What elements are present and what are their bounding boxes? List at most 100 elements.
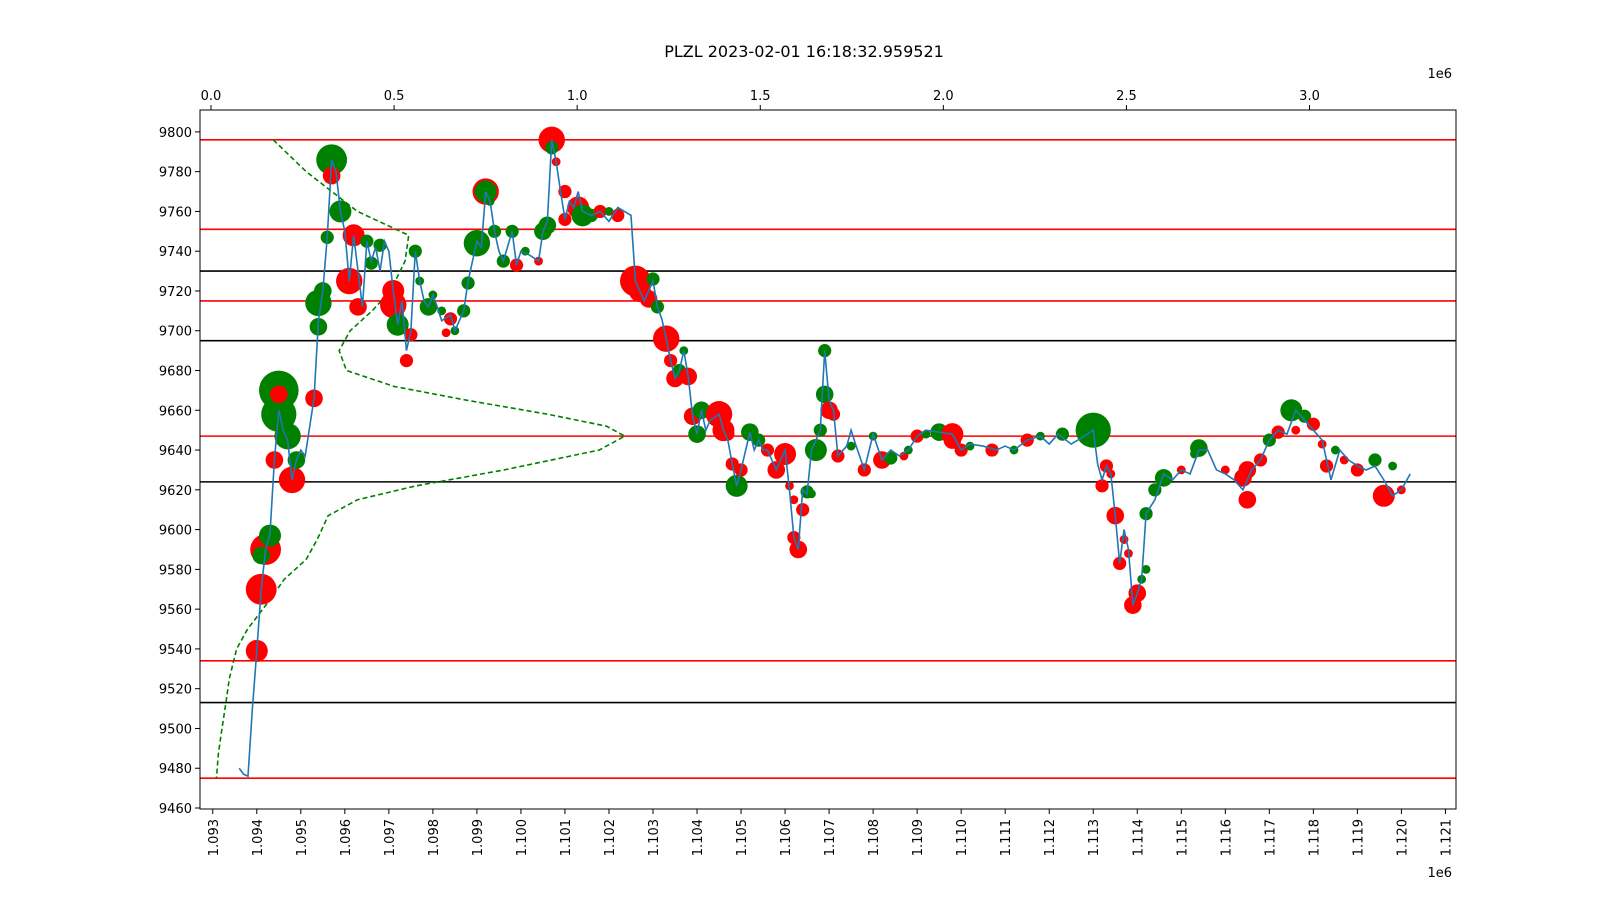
x-tick-label: 1.102	[603, 819, 618, 856]
x-tick-label: 1.093	[207, 819, 222, 856]
y-tick-label: 9700	[159, 325, 192, 340]
sell-trade-marker	[1319, 459, 1334, 473]
y-tick-label: 9720	[159, 285, 192, 300]
y-tick-label: 9780	[159, 166, 192, 181]
buy-trade-marker	[252, 546, 270, 565]
sell-trade-marker	[985, 443, 999, 457]
buy-trade-marker	[1280, 399, 1303, 422]
x-tick-label: 1.107	[823, 819, 838, 856]
sell-trade-marker	[1317, 439, 1327, 449]
top-x-tick-label: 0.5	[384, 89, 405, 104]
buy-trade-marker	[1330, 445, 1340, 455]
buy-trade-marker	[604, 207, 614, 216]
price-line	[238, 139, 1411, 778]
buy-trade-marker	[1368, 453, 1382, 467]
buy-trade-marker	[815, 385, 834, 404]
y-tick-label: 9480	[159, 762, 192, 777]
sell-trade-marker	[1291, 425, 1301, 435]
sell-trade-marker	[399, 353, 414, 368]
top-x-tick-label: 2.5	[1116, 89, 1137, 104]
buy-trade-marker	[1297, 409, 1312, 423]
buy-trade-marker	[274, 422, 301, 450]
buy-trade-marker	[1388, 461, 1398, 471]
x-tick-label: 1.112	[1043, 819, 1058, 856]
y-tick-label: 9600	[159, 524, 192, 539]
x-tick-label: 1.117	[1263, 819, 1278, 856]
x-tick-label: 1.118	[1307, 819, 1322, 856]
sell-trade-marker	[1271, 425, 1285, 439]
y-tick-label: 9620	[159, 484, 192, 499]
y-tick-label: 9740	[159, 245, 192, 260]
x-tick-label: 1.108	[867, 819, 882, 856]
top-x-tick-label: 2.0	[933, 89, 954, 104]
y-tick-label: 9560	[159, 603, 192, 618]
x-tick-label: 1.106	[779, 819, 794, 856]
sell-trade-marker	[404, 328, 418, 342]
plot-area	[200, 126, 1456, 779]
x-tick-label: 1.098	[427, 819, 442, 856]
buy-trade-marker	[807, 489, 816, 499]
sell-trade-marker	[270, 385, 288, 404]
buy-trade-marker	[1055, 427, 1070, 441]
y-tick-label: 9520	[159, 683, 192, 698]
y-tick-label: 9580	[159, 563, 192, 578]
axes: 9460 9480 9500 9520 9540 9560 9580 9600 9620 9640…	[159, 89, 1457, 856]
x-tick-label: 1.104	[691, 819, 706, 856]
buy-trade-marker	[846, 441, 856, 451]
x-tick-label: 1.094	[251, 819, 266, 856]
buy-trade-marker	[1190, 439, 1208, 457]
buy-trade-marker	[1141, 564, 1151, 574]
y-tick-label: 9500	[159, 722, 192, 737]
buy-trade-marker	[1148, 483, 1162, 497]
x-tick-label: 1.119	[1351, 819, 1366, 856]
y-tick-label: 9660	[159, 404, 192, 419]
y-tick-label: 9800	[159, 126, 192, 141]
y-tick-label: 9540	[159, 643, 192, 658]
sell-trade-marker	[1372, 484, 1395, 507]
x-tick-label: 1.095	[295, 819, 310, 856]
x-tick-label: 1.121	[1439, 819, 1454, 856]
buy-trade-marker	[804, 439, 827, 462]
x-tick-label: 1.103	[647, 819, 662, 856]
y-tick-label: 9680	[159, 365, 192, 380]
sell-trade-marker	[1238, 490, 1257, 509]
x-tick-label: 1.111	[999, 819, 1014, 856]
x-tick-label: 1.113	[1087, 819, 1102, 856]
sell-trade-marker	[796, 503, 810, 517]
sell-trade-marker	[789, 495, 799, 505]
y-tick-label: 9460	[159, 802, 192, 817]
x-tick-label: 1.114	[1131, 819, 1146, 856]
x-tick-label: 1.105	[735, 819, 750, 856]
x-tick-label: 1.096	[339, 819, 354, 856]
buy-trade-marker	[646, 272, 660, 286]
top-axis-exponent-label: 1e6	[1427, 67, 1452, 82]
plot-frame	[199, 109, 1457, 810]
sell-trade-marker	[443, 312, 458, 326]
x-tick-label: 1.099	[471, 819, 486, 856]
x-tick-label: 1.097	[383, 819, 398, 856]
top-x-tick-label: 3.0	[1299, 89, 1320, 104]
top-x-tick-label: 1.0	[567, 89, 588, 104]
x-tick-label: 1.110	[955, 819, 970, 856]
top-x-tick-label: 1.5	[750, 89, 771, 104]
x-tick-label: 1.120	[1395, 819, 1410, 856]
sell-trade-marker	[1095, 479, 1109, 493]
buy-trade-marker	[1154, 469, 1173, 487]
sell-trade-marker	[1238, 461, 1257, 479]
sell-trade-marker	[1339, 455, 1349, 465]
top-x-tick-label: 0.0	[201, 89, 222, 104]
sell-trade-marker	[441, 328, 451, 338]
chart-title: PLZL 2023-02-01 16:18:32.959521	[664, 42, 944, 61]
sell-trade-marker	[349, 298, 367, 316]
sell-trade-marker	[943, 431, 962, 449]
x-tick-label: 1.115	[1175, 819, 1190, 856]
x-tick-label: 1.101	[559, 819, 574, 856]
x-tick-label: 1.100	[515, 819, 530, 856]
bottom-axis-exponent-label: 1e6	[1427, 866, 1452, 881]
y-tick-label: 9640	[159, 444, 192, 459]
x-tick-label: 1.116	[1219, 819, 1234, 856]
y-tick-label: 9760	[159, 205, 192, 220]
x-tick-label: 1.109	[911, 819, 926, 856]
